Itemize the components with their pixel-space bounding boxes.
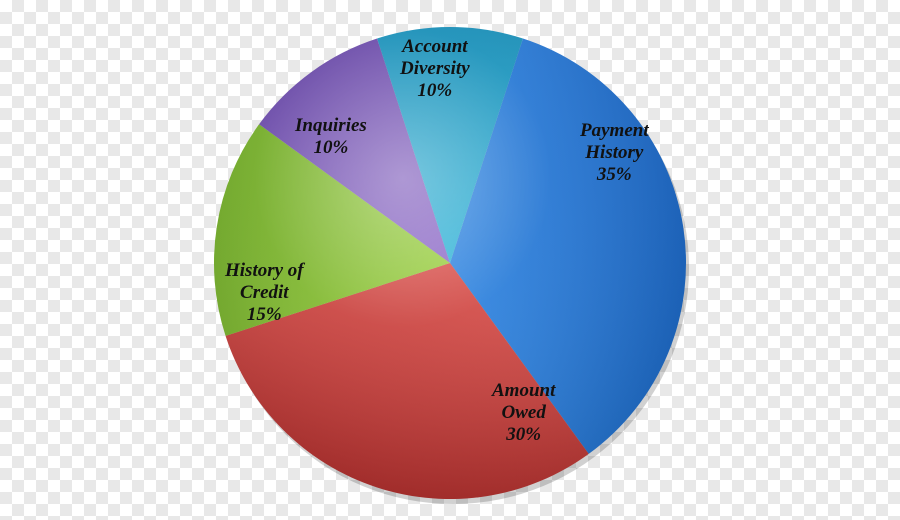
pie-label-account-diversity: Account Diversity 10% <box>400 36 470 102</box>
pie-label-amount-owed: Amount Owed 30% <box>492 380 555 446</box>
pie-chart: Payment History 35% Amount Owed 30% Histor… <box>0 0 900 520</box>
pie-label-history-of-credit: History of Credit 15% <box>225 260 304 326</box>
pie-label-inquiries: Inquiries 10% <box>295 115 367 159</box>
pie-label-payment-history: Payment History 35% <box>580 120 649 186</box>
